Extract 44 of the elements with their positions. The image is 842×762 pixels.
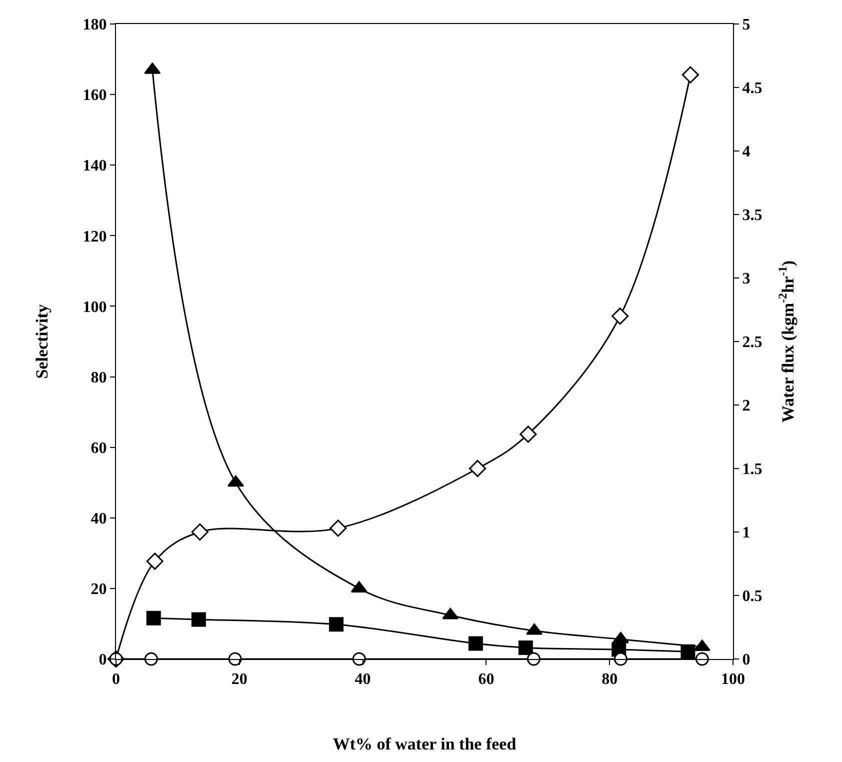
point <box>227 475 244 487</box>
y-tick-label: 0 <box>98 652 107 669</box>
point <box>146 610 161 626</box>
point <box>146 552 164 570</box>
x-axis-title: Wt% of water in the feed <box>332 734 517 754</box>
point <box>518 640 533 655</box>
y2-tick-label: 0 <box>742 652 750 669</box>
point <box>191 523 208 541</box>
y2-tick-label: 3 <box>742 270 750 288</box>
point <box>330 520 347 537</box>
y2-tick-label: 4 <box>742 144 750 161</box>
y-tick-label: 180 <box>82 16 107 34</box>
x-tick-label: 20 <box>231 671 248 688</box>
point <box>191 612 206 627</box>
y2-tick-label: 1 <box>742 524 750 542</box>
y-tick-label: 120 <box>82 228 107 246</box>
y-tick-label: 60 <box>90 440 107 457</box>
y-tick-label: 80 <box>90 369 107 386</box>
point <box>694 640 710 652</box>
point <box>520 426 537 443</box>
x-tick-label: 80 <box>602 671 618 688</box>
x-tick-label: 40 <box>354 671 371 688</box>
point <box>469 460 486 478</box>
y-tick-label: 140 <box>82 158 107 175</box>
y-tick-label: 40 <box>90 510 107 528</box>
y2-tick-label: 4.5 <box>742 80 762 98</box>
y2-tick-label: 3.5 <box>742 207 762 224</box>
point <box>329 617 344 632</box>
point <box>682 66 699 84</box>
y2-tick-label: 5 <box>742 16 750 34</box>
y2-tick-label: 0.5 <box>742 588 762 606</box>
x-tick-label: 0 <box>112 671 120 688</box>
y2-tick-label: 1.5 <box>742 461 762 478</box>
y2-tick-label: 2 <box>742 398 750 415</box>
y-tick-label: 20 <box>90 581 107 598</box>
y-axis-title: Selectivity <box>32 304 52 379</box>
y-tick-label: 100 <box>82 298 107 316</box>
y2-tick-label: 2.5 <box>742 334 762 352</box>
y-tick-label: 160 <box>82 87 107 104</box>
point <box>680 644 696 659</box>
x-tick-label: 100 <box>721 671 745 688</box>
x-tick-label: 60 <box>478 671 494 688</box>
point <box>468 636 483 651</box>
point <box>612 308 629 325</box>
